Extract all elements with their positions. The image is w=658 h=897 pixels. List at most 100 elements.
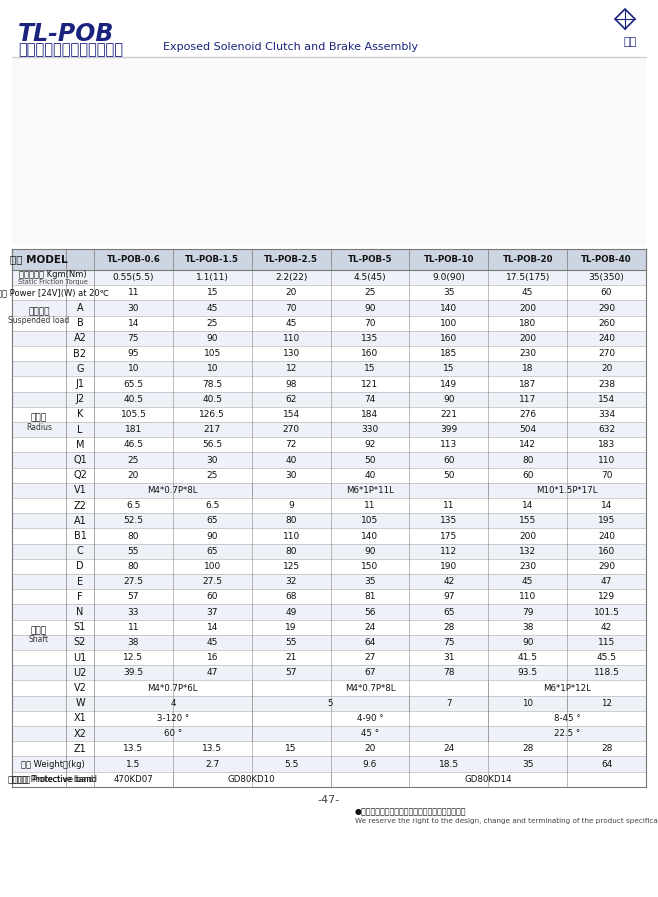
Text: 70: 70: [365, 318, 376, 327]
Text: 105: 105: [204, 349, 221, 358]
Text: 12: 12: [601, 699, 612, 708]
Text: 27.5: 27.5: [202, 577, 222, 586]
Text: 25: 25: [207, 471, 218, 480]
Text: 184: 184: [361, 410, 378, 419]
Text: 15: 15: [207, 288, 218, 297]
Text: 80: 80: [522, 456, 534, 465]
Text: 270: 270: [282, 425, 299, 434]
Text: 21: 21: [286, 653, 297, 662]
Text: 35: 35: [365, 577, 376, 586]
Bar: [12, 392, 646, 407]
Text: 270: 270: [598, 349, 615, 358]
Text: 78: 78: [443, 668, 455, 677]
Text: B: B: [76, 318, 84, 328]
Text: Suspended load: Suspended load: [9, 316, 70, 325]
Bar: [12, 513, 646, 528]
Bar: [12, 635, 646, 650]
Text: 52.5: 52.5: [124, 517, 143, 526]
Text: V1: V1: [74, 485, 86, 495]
Text: 15: 15: [443, 364, 455, 373]
Text: 台菱: 台菱: [623, 37, 637, 47]
Text: 31: 31: [443, 653, 455, 662]
Text: TL-POB-1.5: TL-POB-1.5: [186, 255, 240, 264]
Text: 90: 90: [522, 638, 534, 647]
Text: 軸方向: 軸方向: [31, 626, 47, 635]
Text: X2: X2: [74, 728, 86, 738]
Text: 126.5: 126.5: [199, 410, 225, 419]
Text: A1: A1: [74, 516, 86, 526]
Text: 90: 90: [207, 334, 218, 343]
Text: 2.2(22): 2.2(22): [275, 273, 307, 282]
Text: 504: 504: [519, 425, 536, 434]
Bar: [12, 771, 646, 787]
Text: L: L: [77, 424, 83, 435]
Text: 55: 55: [128, 546, 139, 556]
Text: 1.5: 1.5: [126, 760, 141, 769]
Bar: [12, 666, 646, 681]
Text: 35: 35: [443, 288, 455, 297]
Text: 24: 24: [365, 623, 376, 631]
Text: TL-POB-10: TL-POB-10: [424, 255, 474, 264]
Text: 105: 105: [361, 517, 378, 526]
Text: Z2: Z2: [74, 501, 86, 510]
Text: 25: 25: [207, 318, 218, 327]
Bar: [12, 650, 646, 666]
Text: 290: 290: [598, 562, 615, 570]
Bar: [12, 422, 646, 437]
Text: 135: 135: [440, 517, 457, 526]
Text: 17.5(175): 17.5(175): [505, 273, 550, 282]
Text: 90: 90: [207, 532, 218, 541]
Text: 7: 7: [446, 699, 451, 708]
Text: 28: 28: [601, 745, 612, 753]
Text: 90: 90: [443, 395, 455, 404]
Text: 20: 20: [286, 288, 297, 297]
Text: 28: 28: [522, 745, 534, 753]
Bar: [12, 726, 646, 741]
Text: 113: 113: [440, 440, 457, 449]
Text: 20: 20: [601, 364, 612, 373]
Text: 11: 11: [365, 501, 376, 510]
Text: B1: B1: [74, 531, 86, 541]
Text: 40.5: 40.5: [202, 395, 222, 404]
Text: 200: 200: [519, 532, 536, 541]
Text: 95: 95: [128, 349, 139, 358]
Text: 70: 70: [601, 471, 613, 480]
Text: 60: 60: [207, 592, 218, 601]
Text: M4*0.7P*6L: M4*0.7P*6L: [147, 684, 198, 692]
Text: 155: 155: [519, 517, 536, 526]
Text: 保護套子 Protective band: 保護套子 Protective band: [13, 775, 93, 784]
Text: 100: 100: [440, 318, 457, 327]
Text: 125: 125: [282, 562, 299, 570]
Text: 98: 98: [286, 379, 297, 388]
Bar: [12, 331, 646, 346]
Text: 240: 240: [598, 334, 615, 343]
Text: 40: 40: [365, 471, 376, 480]
Text: 81: 81: [365, 592, 376, 601]
Text: -47-: -47-: [318, 795, 340, 805]
Text: 45: 45: [207, 303, 218, 312]
Text: 55: 55: [286, 638, 297, 647]
Text: 93.5: 93.5: [518, 668, 538, 677]
Text: M6*1P*11L: M6*1P*11L: [346, 486, 394, 495]
Text: 238: 238: [598, 379, 615, 388]
Text: 9.6: 9.6: [363, 760, 377, 769]
Text: 39.5: 39.5: [123, 668, 143, 677]
Text: 35: 35: [522, 760, 534, 769]
Text: 12.5: 12.5: [124, 653, 143, 662]
Text: 9: 9: [288, 501, 294, 510]
Text: 27.5: 27.5: [124, 577, 143, 586]
Text: 10: 10: [522, 699, 533, 708]
Bar: [12, 528, 646, 544]
Text: 1.1(11): 1.1(11): [196, 273, 229, 282]
Bar: [12, 756, 646, 771]
Text: 45.5: 45.5: [597, 653, 617, 662]
Text: 22.5 °: 22.5 °: [554, 729, 580, 738]
Text: S1: S1: [74, 623, 86, 632]
Text: 28: 28: [443, 623, 455, 631]
Text: S2: S2: [74, 638, 86, 648]
Text: 重量 Weight　(kg): 重量 Weight (kg): [21, 760, 85, 769]
Text: 懸垂負荷: 懸垂負荷: [28, 307, 50, 316]
Bar: [12, 574, 646, 589]
Text: M6*1P*12L: M6*1P*12L: [544, 684, 591, 692]
Text: 154: 154: [282, 410, 299, 419]
